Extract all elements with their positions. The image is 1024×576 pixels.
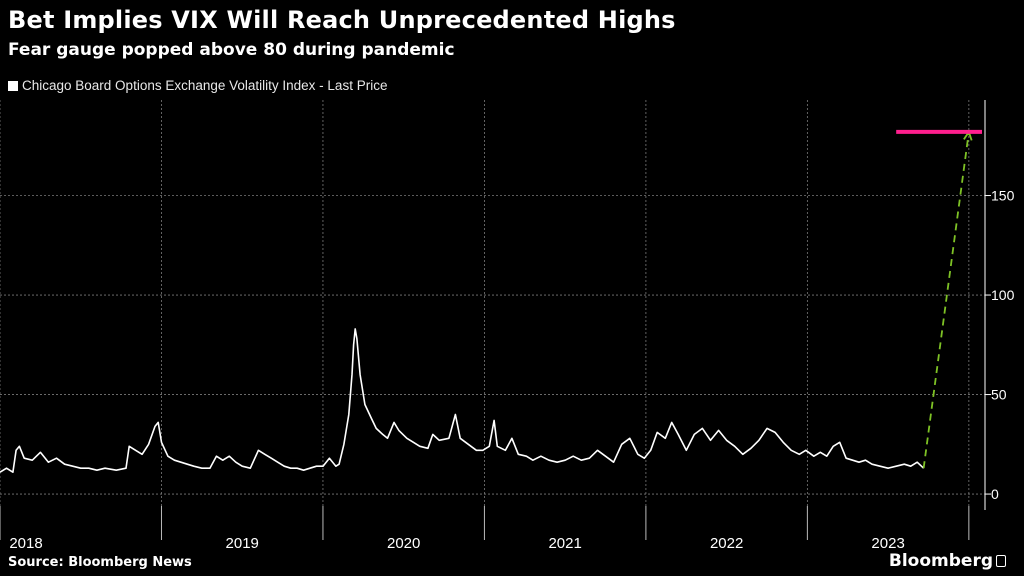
x-tick-label: 2018 [9,535,42,552]
axis-layer: 0 50 100 150 2018 2019 2020 2021 2022 2023 [0,100,1015,552]
x-tick-label: 2020 [387,535,420,552]
x-tick-label: 2022 [710,535,743,552]
brand-label: Bloomberg [888,551,993,571]
legend: Chicago Board Options Exchange Volatilit… [8,78,387,93]
y-tick-label: 50 [991,387,1007,403]
x-tick-label: 2019 [226,535,259,552]
x-tick-label: 2023 [871,535,904,552]
chart-title: Bet Implies VIX Will Reach Unprecedented… [8,6,676,34]
y-tick-label: 150 [991,188,1015,204]
bloomberg-logo: Bloomberg [889,551,1006,571]
legend-label: Chicago Board Options Exchange Volatilit… [22,78,388,93]
grid-layer [0,100,985,506]
source-note: Source: Bloomberg News [8,555,192,570]
y-tick-label: 100 [991,287,1015,303]
annotation-layer [896,129,982,469]
series-line-vix [0,328,925,473]
bloomberg-mark-icon [996,555,1006,567]
y-tick-label: 0 [991,486,999,502]
chart-subtitle: Fear gauge popped above 80 during pandem… [8,40,455,60]
legend-swatch [8,80,18,91]
series-layer [0,328,925,473]
x-tick-label: 2021 [548,535,581,552]
projection-arrow-line [922,131,970,469]
